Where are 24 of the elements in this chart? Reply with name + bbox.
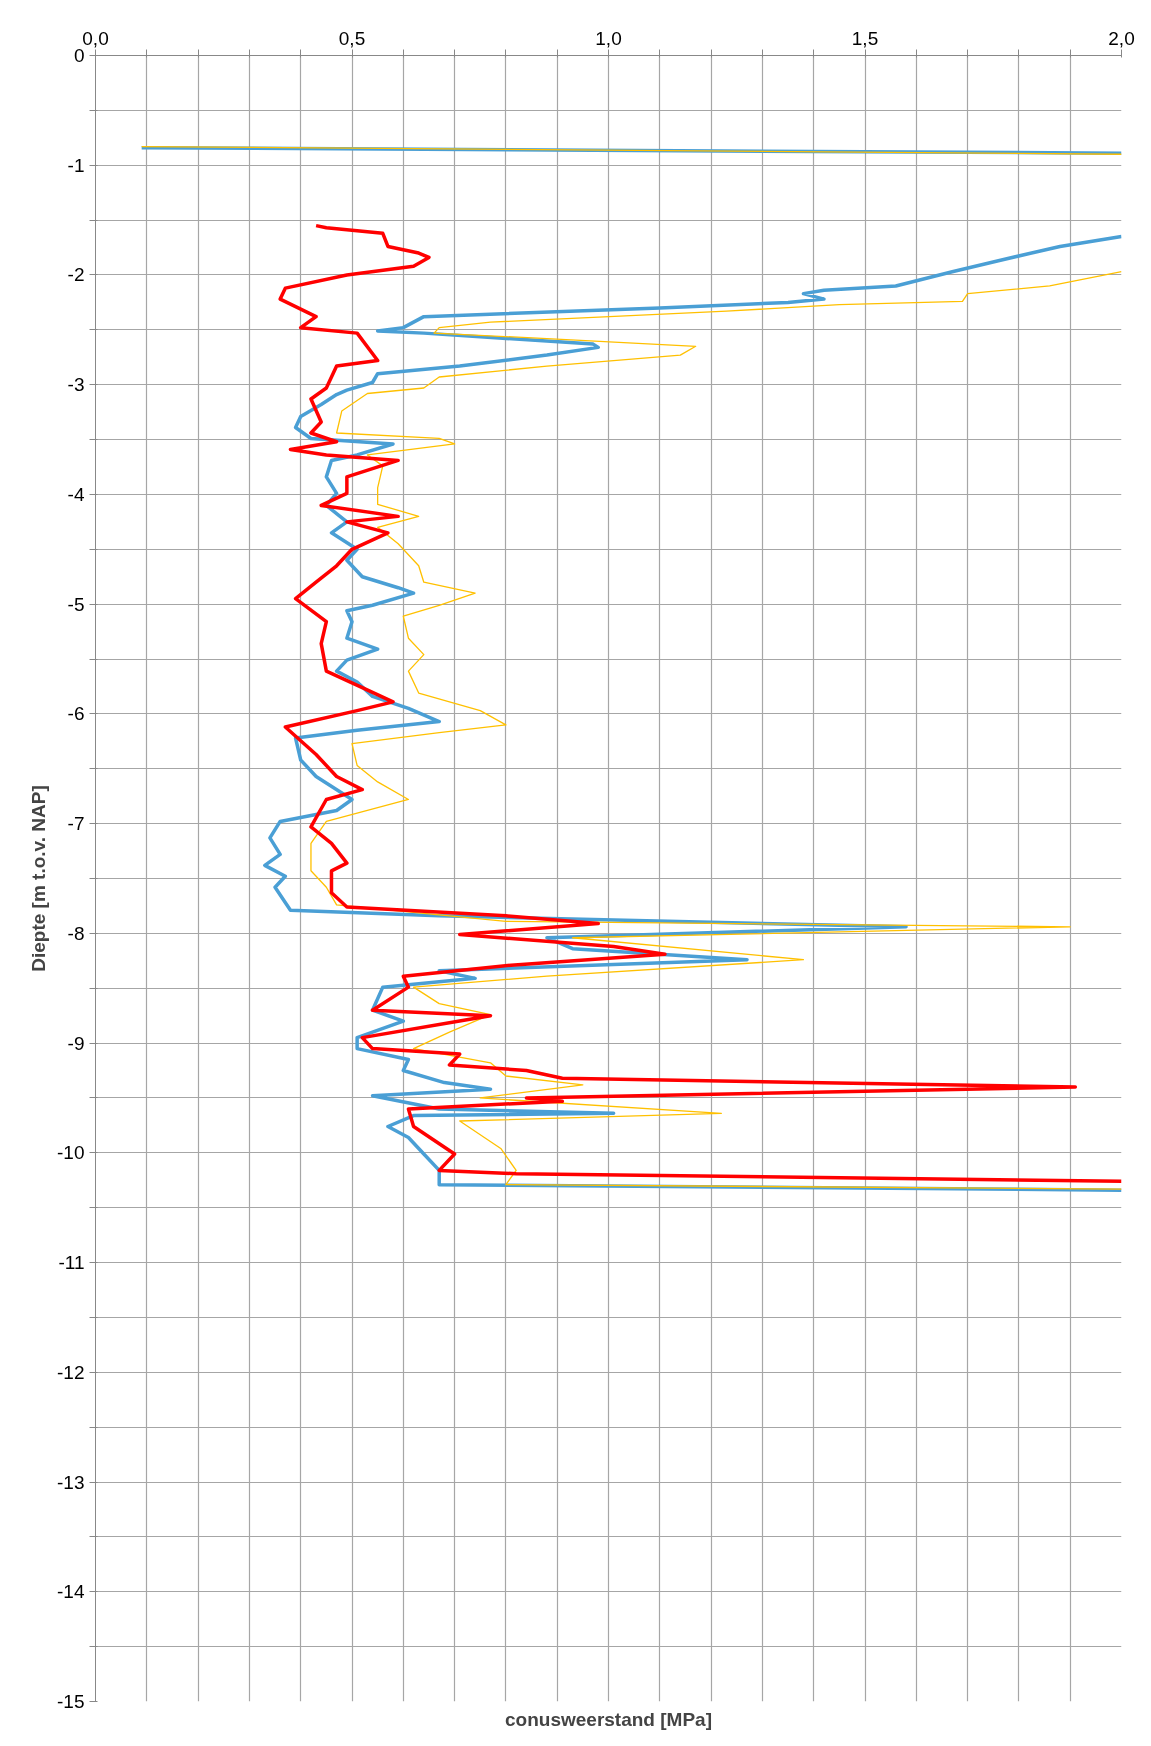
y-tick-label: -4 xyxy=(67,483,85,505)
y-tick-label: -9 xyxy=(67,1032,85,1054)
x-tick-label: 0,0 xyxy=(82,27,109,49)
y-axis-title: Diepte [m t.o.v. NAP] xyxy=(28,785,50,972)
x-tick-label: 1,5 xyxy=(851,27,879,49)
y-tick-label: -12 xyxy=(57,1361,85,1383)
x-tick-label: 2,0 xyxy=(1108,27,1135,49)
x-tick-label: 1,0 xyxy=(595,27,622,49)
y-tick-label: -13 xyxy=(57,1471,85,1493)
y-tick-label: -1 xyxy=(67,154,85,176)
y-tick-label: -15 xyxy=(57,1691,85,1712)
x-tick-label: 0,5 xyxy=(338,27,366,49)
y-tick-label: -6 xyxy=(67,703,85,725)
line-series xyxy=(278,223,1122,1184)
y-tick-label: -5 xyxy=(67,593,85,615)
y-tick-label: -8 xyxy=(67,922,85,944)
y-tick-label: -10 xyxy=(57,1142,85,1164)
y-tick-label: -11 xyxy=(58,1252,85,1274)
y-tick-label: -7 xyxy=(67,813,85,835)
y-tick-label: -2 xyxy=(67,264,85,286)
y-tick-label: 0 xyxy=(73,45,85,66)
y-tick-label: -14 xyxy=(57,1581,85,1603)
x-axis-title: conusweerstand [MPa] xyxy=(505,1708,712,1730)
y-tick-label: -3 xyxy=(67,374,85,396)
